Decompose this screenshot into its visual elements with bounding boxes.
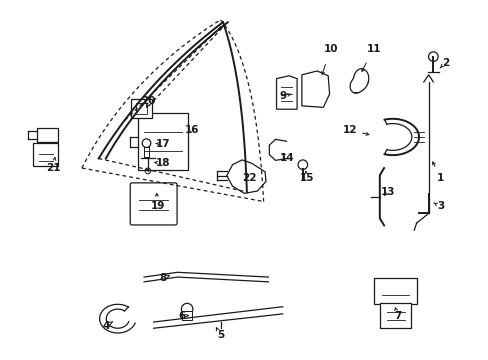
Text: 14: 14 (280, 153, 294, 163)
Text: 3: 3 (436, 201, 443, 211)
Text: 21: 21 (46, 163, 61, 173)
Text: 5: 5 (217, 330, 224, 341)
Text: 10: 10 (323, 44, 337, 54)
Bar (373, 278, 416, 304)
Text: 8: 8 (159, 273, 166, 283)
Text: 9: 9 (279, 91, 286, 101)
Bar (138, 113, 188, 170)
Text: 15: 15 (299, 172, 313, 183)
Bar (131, 99, 152, 118)
Text: 6: 6 (178, 311, 185, 321)
FancyBboxPatch shape (130, 183, 177, 225)
Bar (379, 303, 410, 328)
Text: 17: 17 (156, 139, 170, 149)
Text: 22: 22 (242, 172, 256, 183)
Text: 2: 2 (441, 58, 448, 68)
Bar (136, 103, 147, 114)
Text: 7: 7 (393, 311, 400, 321)
Text: 16: 16 (184, 125, 199, 135)
Text: 13: 13 (380, 187, 394, 197)
Text: 12: 12 (342, 125, 356, 135)
Text: 1: 1 (436, 172, 443, 183)
Text: 18: 18 (156, 158, 170, 168)
Polygon shape (301, 71, 329, 107)
Text: 20: 20 (142, 96, 156, 106)
Text: 11: 11 (366, 44, 380, 54)
Polygon shape (276, 76, 297, 109)
Text: 4: 4 (102, 321, 109, 331)
Polygon shape (37, 129, 58, 142)
Polygon shape (33, 143, 58, 166)
Polygon shape (226, 160, 265, 193)
Text: 19: 19 (151, 201, 165, 211)
Bar (182, 311, 191, 320)
